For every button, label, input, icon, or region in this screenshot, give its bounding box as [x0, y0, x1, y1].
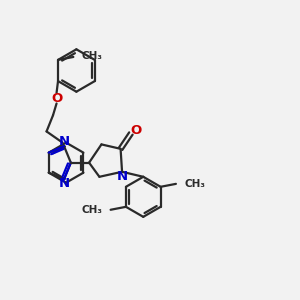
Text: CH₃: CH₃ — [184, 179, 205, 189]
Text: O: O — [51, 92, 62, 105]
Text: CH₃: CH₃ — [82, 51, 103, 62]
Text: O: O — [130, 124, 142, 137]
Text: N: N — [58, 177, 70, 190]
Text: CH₃: CH₃ — [81, 205, 102, 215]
Text: N: N — [116, 170, 128, 183]
Text: N: N — [58, 135, 70, 148]
